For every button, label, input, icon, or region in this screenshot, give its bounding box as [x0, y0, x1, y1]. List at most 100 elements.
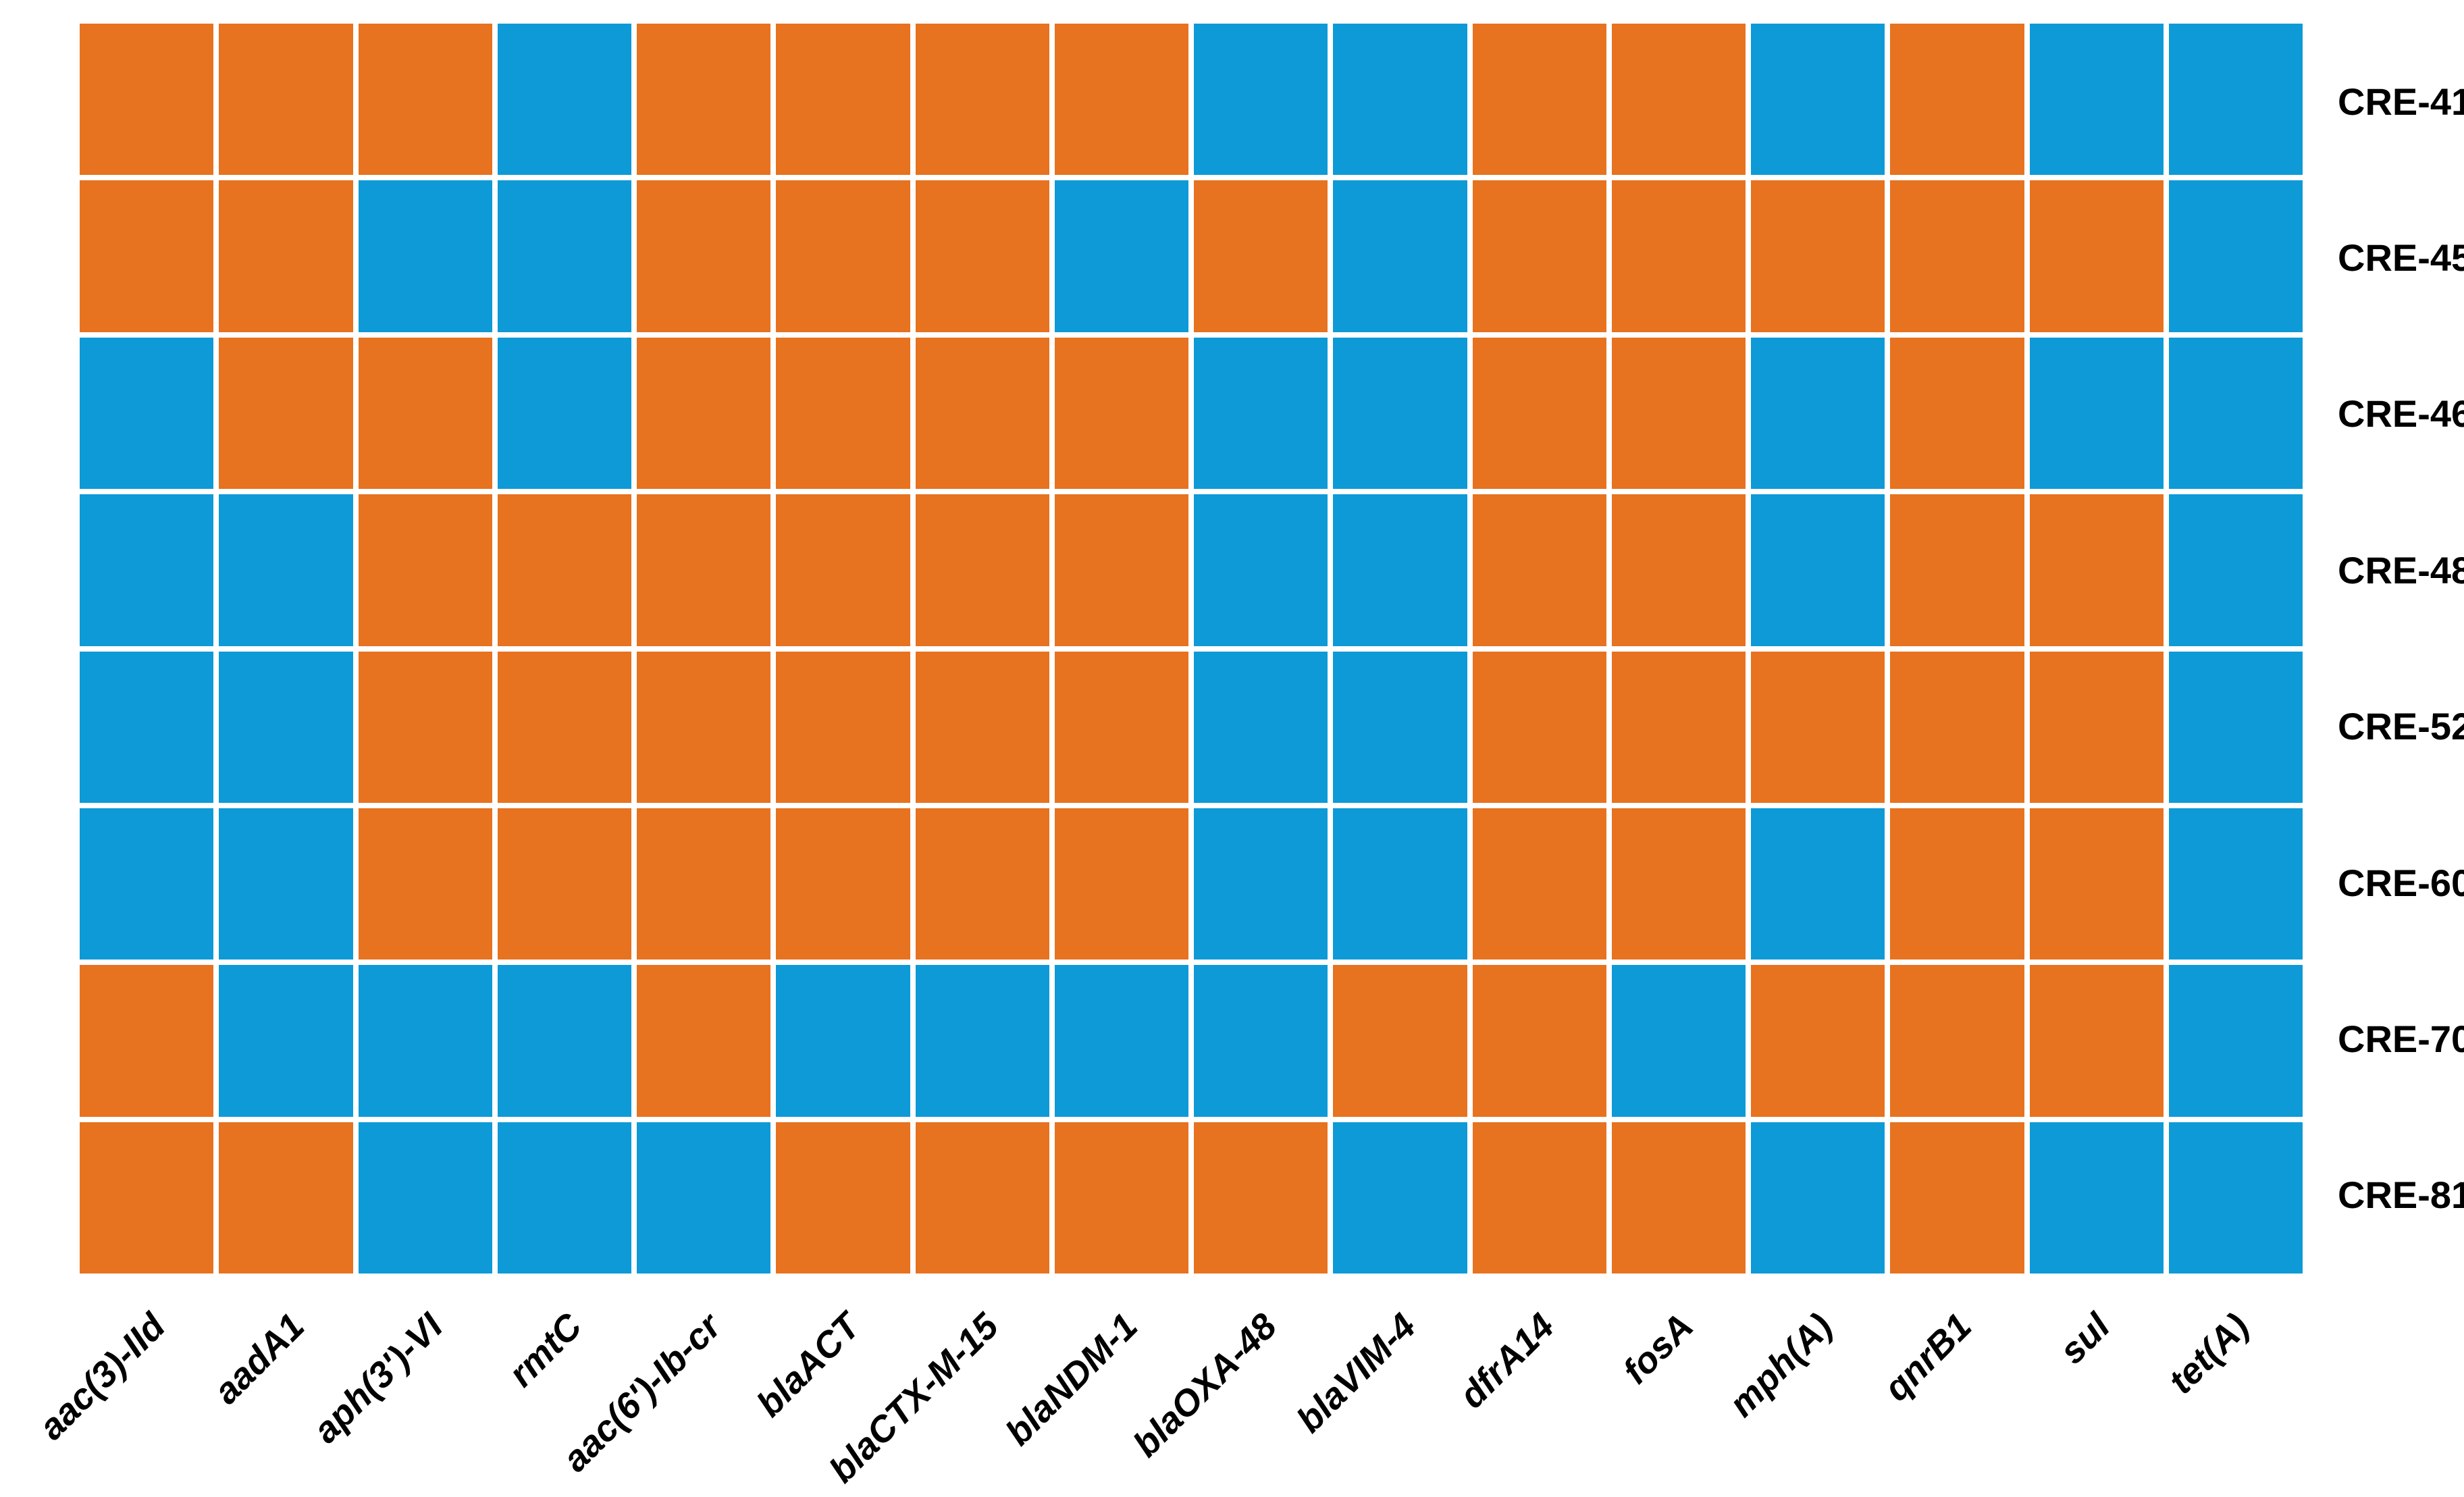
heatmap-cell: [1890, 180, 2024, 332]
heatmap-cell: [637, 808, 771, 960]
heatmap-cell: [1054, 1122, 1188, 1273]
heatmap-cell: [915, 1122, 1049, 1273]
heatmap-cell: [2029, 337, 2164, 490]
heatmap-cell: [1333, 24, 1467, 176]
heatmap-cell: [2168, 965, 2303, 1117]
heatmap-cell: [2168, 1122, 2303, 1273]
heatmap-cell: [2029, 965, 2164, 1117]
heatmap-cell: [219, 494, 353, 646]
heatmap-cell: [1054, 24, 1188, 176]
heatmap-cell: [915, 337, 1049, 490]
heatmap-cell: [776, 651, 910, 803]
heatmap-cell: [1194, 494, 1328, 646]
heatmap-cell: [1472, 651, 1606, 803]
heatmap-cell: [358, 494, 492, 646]
heatmap-cell: [1751, 24, 1885, 176]
heatmap-cell: [2029, 494, 2164, 646]
heatmap-cell: [1194, 651, 1328, 803]
heatmap-cell: [358, 965, 492, 1117]
heatmap-cell: [2029, 24, 2164, 176]
heatmap-cell: [637, 1122, 771, 1273]
heatmap-cell: [1751, 965, 1885, 1117]
heatmap-cell: [1890, 808, 2024, 960]
row-label: CRE-70: [2338, 1017, 2464, 1060]
heatmap-cell: [776, 1122, 910, 1273]
heatmap-cell: [1611, 808, 1746, 960]
heatmap-cell: [1194, 808, 1328, 960]
heatmap-cell: [80, 494, 214, 646]
heatmap-cell: [219, 24, 353, 176]
heatmap-cell: [1611, 651, 1746, 803]
heatmap-cell: [497, 965, 631, 1117]
heatmap-cell: [637, 651, 771, 803]
heatmap-cell: [1751, 180, 1885, 332]
heatmap-cell: [1054, 808, 1188, 960]
heatmap-cell: [915, 24, 1049, 176]
heatmap-cell: [637, 180, 771, 332]
heatmap-cell: [1890, 494, 2024, 646]
heatmap-cell: [1751, 494, 1885, 646]
heatmap-grid: [80, 24, 2303, 1273]
heatmap-cell: [1751, 808, 1885, 960]
heatmap-cell: [1472, 494, 1606, 646]
heatmap-cell: [358, 808, 492, 960]
heatmap-cell: [1890, 24, 2024, 176]
heatmap-cell: [776, 180, 910, 332]
heatmap-cell: [497, 651, 631, 803]
heatmap-cell: [1890, 965, 2024, 1117]
heatmap-cell: [1194, 1122, 1328, 1273]
heatmap-cell: [1751, 1122, 1885, 1273]
heatmap-cell: [2029, 1122, 2164, 1273]
row-label: CRE-41: [2338, 80, 2464, 123]
heatmap-cell: [80, 1122, 214, 1273]
heatmap-cell: [1054, 651, 1188, 803]
heatmap-cell: [219, 337, 353, 490]
heatmap-cell: [2168, 24, 2303, 176]
heatmap-cell: [219, 651, 353, 803]
heatmap-cell: [1333, 337, 1467, 490]
heatmap-cell: [776, 965, 910, 1117]
heatmap-cell: [1751, 651, 1885, 803]
heatmap-cell: [1333, 180, 1467, 332]
heatmap-cell: [497, 337, 631, 490]
heatmap-cell: [358, 24, 492, 176]
row-label: CRE-46: [2338, 392, 2464, 436]
heatmap-cell: [2168, 651, 2303, 803]
heatmap-cell: [915, 965, 1049, 1117]
heatmap-cell: [80, 651, 214, 803]
heatmap-cell: [497, 808, 631, 960]
heatmap-cell: [2029, 180, 2164, 332]
heatmap-cell: [1054, 180, 1188, 332]
row-label: CRE-81: [2338, 1174, 2464, 1217]
heatmap-cell: [80, 180, 214, 332]
heatmap-cell: [1751, 337, 1885, 490]
heatmap-cell: [1194, 337, 1328, 490]
heatmap-cell: [1333, 651, 1467, 803]
heatmap-cell: [1890, 651, 2024, 803]
heatmap-cell: [80, 808, 214, 960]
heatmap-cell: [776, 808, 910, 960]
heatmap-cell: [776, 24, 910, 176]
heatmap-cell: [1333, 965, 1467, 1117]
heatmap-cell: [915, 180, 1049, 332]
heatmap-cell: [776, 494, 910, 646]
heatmap-cell: [2168, 337, 2303, 490]
heatmap-cell: [1194, 965, 1328, 1117]
heatmap-cell: [1611, 337, 1746, 490]
heatmap-cell: [80, 965, 214, 1117]
heatmap-cell: [1611, 180, 1746, 332]
row-label: CRE-45: [2338, 236, 2464, 280]
heatmap-cell: [219, 1122, 353, 1273]
heatmap-cell: [2029, 651, 2164, 803]
heatmap-cell: [497, 1122, 631, 1273]
heatmap-cell: [1054, 494, 1188, 646]
heatmap-cell: [2168, 180, 2303, 332]
heatmap-cell: [219, 180, 353, 332]
heatmap-cell: [1472, 965, 1606, 1117]
heatmap-cell: [358, 337, 492, 490]
heatmap-cell: [1472, 337, 1606, 490]
heatmap-cell: [776, 337, 910, 490]
heatmap-cell: [1890, 337, 2024, 490]
heatmap-cell: [1194, 180, 1328, 332]
